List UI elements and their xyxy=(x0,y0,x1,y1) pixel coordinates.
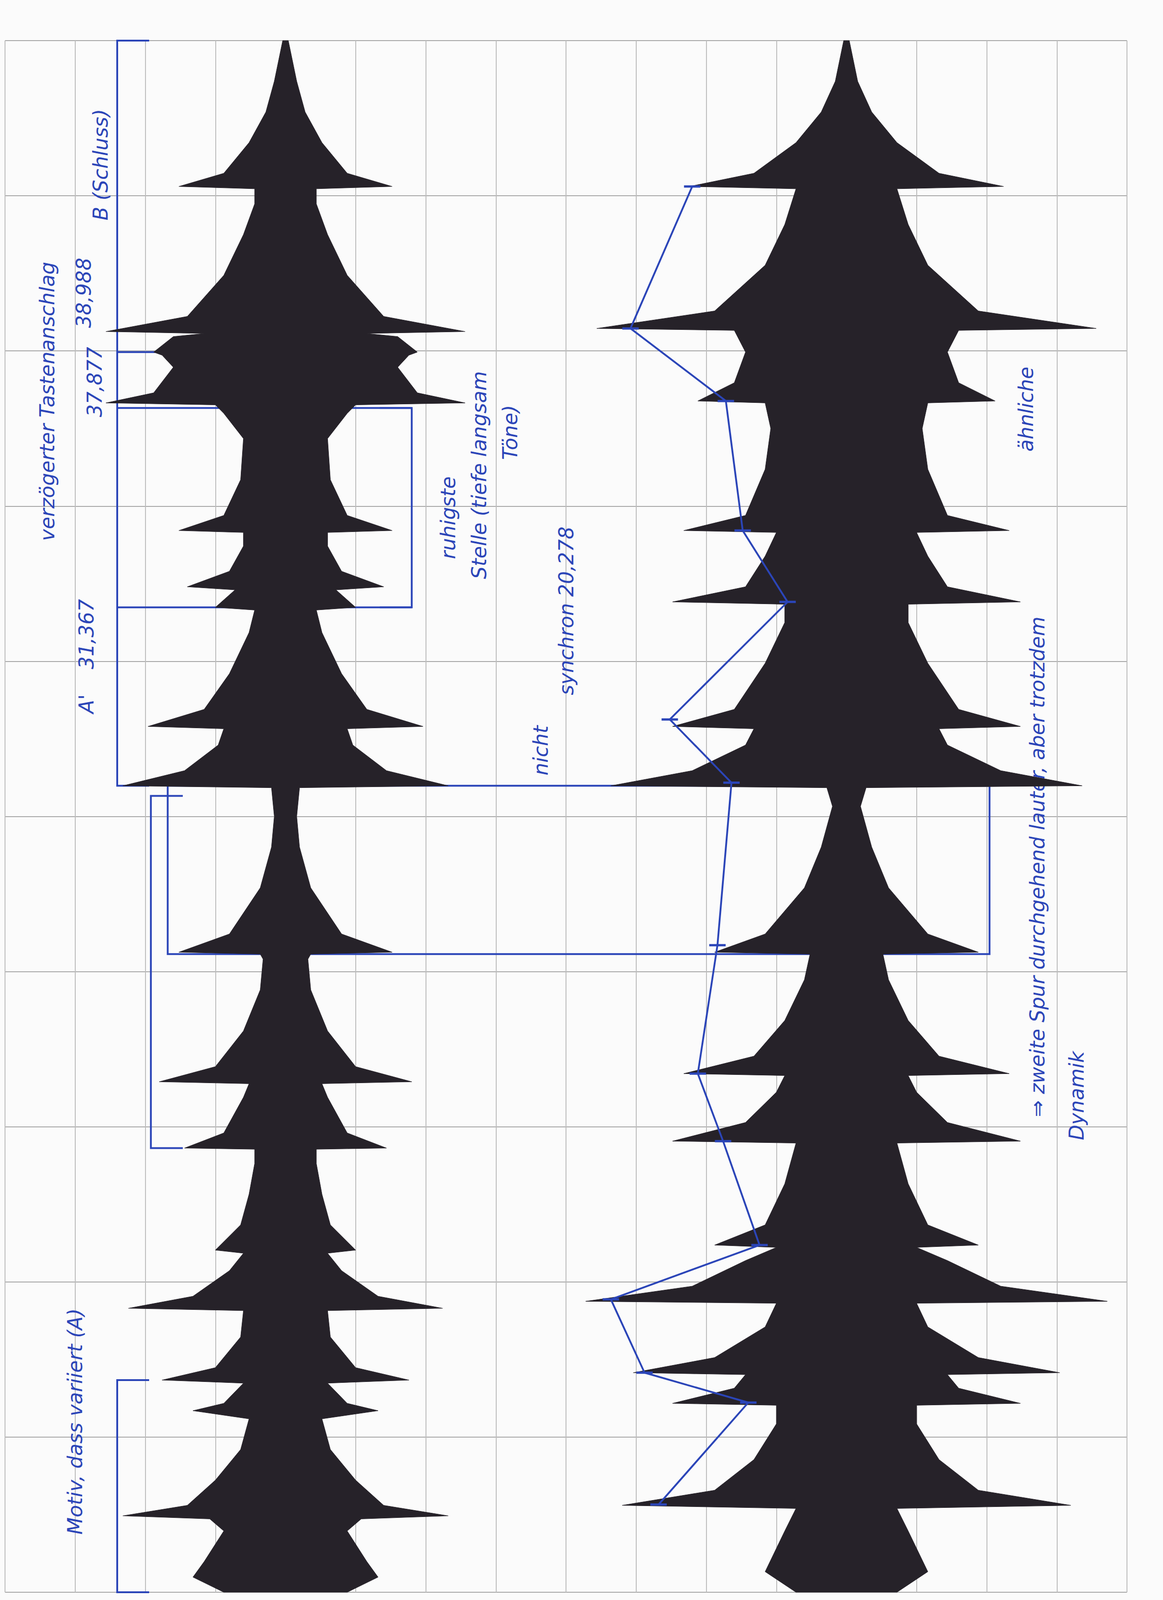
svg-text:⇒ zweite Spur durchgehend laut: ⇒ zweite Spur durchgehend lauter, aber t… xyxy=(1025,616,1049,1117)
svg-text:verzögerter Tastenanschlag: verzögerter Tastenanschlag xyxy=(35,261,59,541)
svg-text:38,988: 38,988 xyxy=(72,257,96,328)
svg-text:synchron 20,278: synchron 20,278 xyxy=(554,526,578,696)
svg-text:B (Schluss): B (Schluss) xyxy=(88,109,113,221)
svg-text:Töne): Töne) xyxy=(498,404,522,460)
svg-text:ruhigste: ruhigste xyxy=(436,476,460,559)
svg-text:37,877: 37,877 xyxy=(83,346,107,417)
svg-text:Stelle (tiefe langsam: Stelle (tiefe langsam xyxy=(467,370,491,579)
svg-text:31,367: 31,367 xyxy=(74,598,99,670)
svg-text:Dynamik: Dynamik xyxy=(1064,1049,1089,1140)
svg-text:A': A' xyxy=(74,694,99,715)
svg-text:Motiv, dass variiert (A): Motiv, dass variiert (A) xyxy=(63,1308,87,1535)
svg-text:ähnliche: ähnliche xyxy=(1014,366,1038,452)
svg-text:nicht: nicht xyxy=(529,724,553,775)
